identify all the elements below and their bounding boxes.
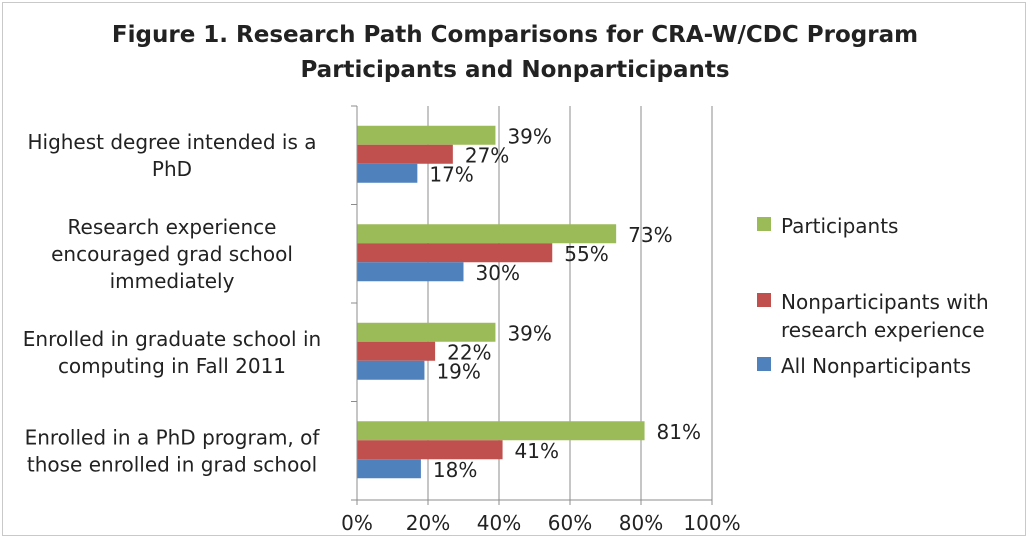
data-label-series1-cat0: 27% (465, 143, 509, 167)
legend-label-participants: Participants (781, 214, 899, 238)
bar-series1-cat0 (357, 144, 453, 164)
category-label-0-line-1: PhD (152, 157, 192, 181)
category-label-2-line-1: computing in Fall 2011 (58, 354, 286, 378)
x-tick-label-0: 0% (341, 511, 373, 535)
bar-series2-cat0 (357, 163, 418, 183)
bar-series0-cat2 (357, 322, 496, 342)
x-tick-label-2: 40% (477, 511, 521, 535)
bar-series0-cat3 (357, 421, 645, 441)
bar-series1-cat1 (357, 243, 553, 263)
x-tick-label-4: 80% (619, 511, 663, 535)
data-label-series2-cat3: 18% (433, 458, 477, 482)
legend-swatch-participants (757, 217, 771, 231)
data-label-series0-cat1: 73% (628, 223, 672, 247)
category-label-1-line-2: immediately (110, 269, 235, 293)
category-label-0-line-0: Highest degree intended is a (27, 130, 316, 154)
data-label-series1-cat1: 55% (564, 242, 608, 266)
data-label-series0-cat3: 81% (657, 420, 701, 444)
bar-series1-cat2 (357, 341, 436, 361)
bar-series0-cat1 (357, 224, 617, 244)
data-label-series1-cat3: 41% (515, 439, 559, 463)
bar-series0-cat0 (357, 125, 496, 145)
chart-title: Figure 1. Research Path Comparisons for … (0, 18, 1030, 88)
bar-series2-cat3 (357, 459, 421, 479)
x-tick-label-3: 60% (548, 511, 592, 535)
category-label-2-line-0: Enrolled in graduate school in (23, 327, 321, 351)
chart-title-line-2: Participants and Nonparticipants (300, 57, 730, 83)
x-tick-label-5: 100% (683, 511, 740, 535)
bar-series2-cat1 (357, 262, 464, 282)
data-label-series0-cat0: 39% (507, 124, 551, 148)
legend-label-line-2: research experience (781, 318, 985, 342)
bar-series2-cat2 (357, 360, 425, 380)
chart-title-line-1: Figure 1. Research Path Comparisons for … (111, 22, 919, 48)
data-label-series2-cat2: 19% (436, 359, 480, 383)
category-label-1-line-0: Research experience (68, 215, 277, 239)
legend-swatch-nonparticipants-research (757, 293, 771, 307)
category-label-3-line-0: Enrolled in a PhD program, of (25, 425, 321, 449)
category-label-1-line-1: encouraged grad school (51, 242, 293, 266)
x-tick-label-1: 20% (406, 511, 450, 535)
data-label-series2-cat0: 17% (429, 162, 473, 186)
data-label-series1-cat2: 22% (447, 340, 491, 364)
legend-swatch-all-nonparticipants (757, 357, 771, 371)
data-label-series2-cat1: 30% (476, 261, 520, 285)
data-label-series0-cat2: 39% (507, 321, 551, 345)
legend-label-nonparticipants-research: Nonparticipants with research experience (781, 288, 989, 344)
category-label-3-line-1: those enrolled in grad school (27, 452, 317, 476)
legend-label-all-nonparticipants: All Nonparticipants (781, 354, 972, 378)
legend-label-line-1: Nonparticipants with (781, 290, 989, 314)
bar-series1-cat3 (357, 440, 503, 460)
